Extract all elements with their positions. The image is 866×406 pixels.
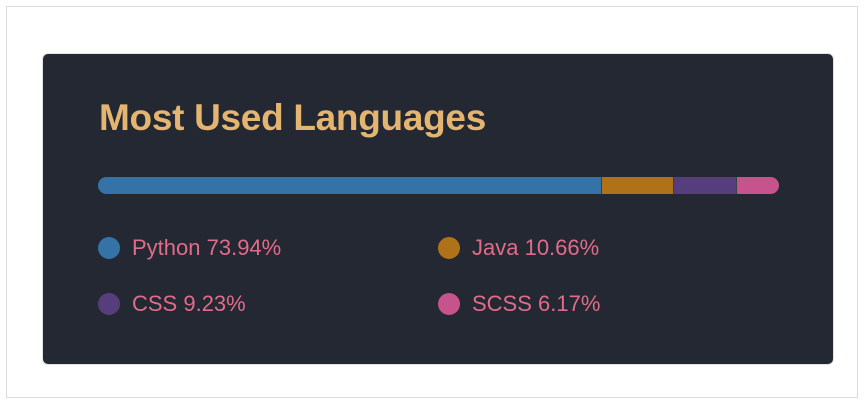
progress-segment-java: [601, 177, 674, 194]
languages-card: Most Used Languages Python 73.94% Java 1…: [42, 53, 834, 365]
legend-dot-scss: [438, 293, 460, 315]
legend-label-python: Python 73.94%: [132, 235, 282, 260]
progress-segment-python: [98, 177, 601, 194]
legend-dot-python: [98, 237, 120, 259]
legend-label-css: CSS 9.23%: [132, 291, 246, 316]
legend-item-java: Java 10.66%: [438, 236, 599, 260]
legend-item-python: Python 73.94%: [98, 236, 281, 260]
legend-dot-css: [98, 293, 120, 315]
legend-dot-java: [438, 237, 460, 259]
legend-item-scss: SCSS 6.17%: [438, 292, 600, 316]
legend-label-java: Java 10.66%: [472, 235, 600, 260]
card-title: Most Used Languages: [99, 97, 486, 138]
language-progress-bar: [98, 177, 779, 194]
widget-frame: Most Used Languages Python 73.94% Java 1…: [6, 6, 858, 398]
progress-segment-scss: [736, 177, 779, 194]
legend-label-scss: SCSS 6.17%: [472, 291, 601, 316]
progress-segment-css: [674, 177, 736, 194]
legend-item-css: CSS 9.23%: [98, 292, 246, 316]
